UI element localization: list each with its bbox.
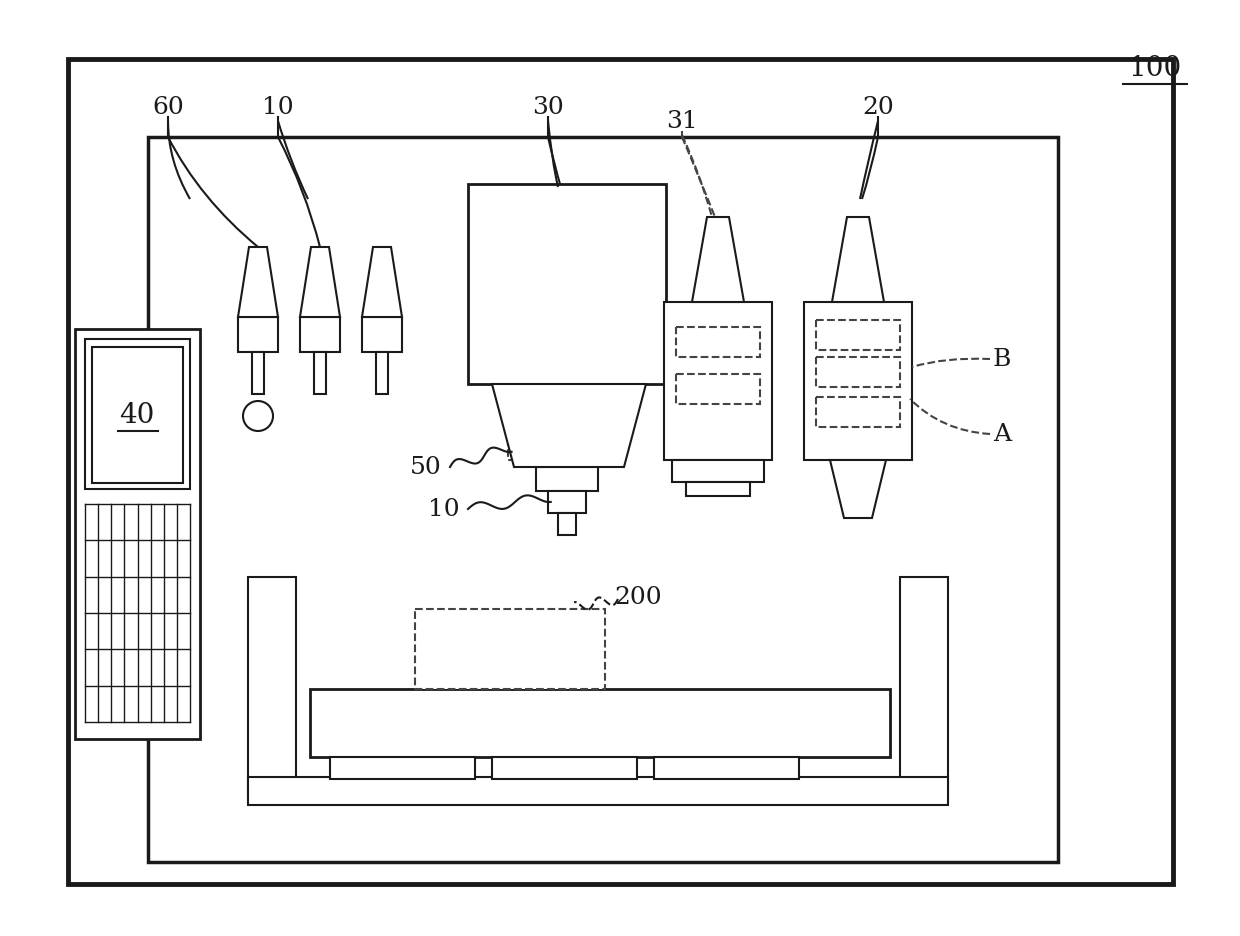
Bar xyxy=(362,317,402,353)
Bar xyxy=(248,578,296,797)
Polygon shape xyxy=(832,218,884,302)
Bar xyxy=(300,317,340,353)
Polygon shape xyxy=(492,385,646,467)
Bar xyxy=(676,328,760,358)
Bar xyxy=(148,138,1058,862)
Text: 40: 40 xyxy=(119,402,155,429)
Bar xyxy=(467,184,666,385)
Polygon shape xyxy=(362,248,402,317)
Bar xyxy=(536,467,598,491)
Text: 10: 10 xyxy=(428,498,460,521)
Polygon shape xyxy=(238,248,278,317)
Bar xyxy=(492,757,637,779)
Polygon shape xyxy=(830,461,887,519)
Bar xyxy=(816,398,900,428)
Text: 20: 20 xyxy=(862,96,894,120)
Bar xyxy=(330,757,475,779)
Bar xyxy=(686,482,750,496)
Bar xyxy=(900,578,949,797)
Bar xyxy=(92,347,184,484)
Bar xyxy=(310,689,890,757)
Text: 200: 200 xyxy=(614,586,662,608)
Text: 31: 31 xyxy=(666,110,698,133)
Bar xyxy=(548,491,587,514)
Text: 60: 60 xyxy=(153,96,184,120)
Bar xyxy=(508,396,622,461)
Bar xyxy=(248,777,949,805)
Bar xyxy=(86,340,190,490)
Text: 30: 30 xyxy=(532,96,564,120)
Bar xyxy=(672,461,764,482)
Bar xyxy=(376,353,388,395)
Bar xyxy=(816,358,900,388)
Bar xyxy=(238,317,278,353)
Bar xyxy=(252,353,264,395)
Text: 100: 100 xyxy=(1128,54,1182,81)
Text: B: B xyxy=(993,348,1011,371)
Polygon shape xyxy=(300,248,340,317)
Bar xyxy=(676,374,760,404)
Bar xyxy=(816,321,900,351)
Bar xyxy=(415,609,605,689)
Bar xyxy=(804,302,911,461)
Text: 10: 10 xyxy=(262,96,294,120)
Text: 50: 50 xyxy=(410,456,441,479)
Bar xyxy=(663,302,773,461)
Text: A: A xyxy=(993,423,1011,446)
Bar xyxy=(68,60,1173,885)
Bar xyxy=(653,757,799,779)
Polygon shape xyxy=(692,218,744,302)
Bar xyxy=(314,353,326,395)
Bar xyxy=(558,514,577,535)
Bar xyxy=(74,329,200,739)
